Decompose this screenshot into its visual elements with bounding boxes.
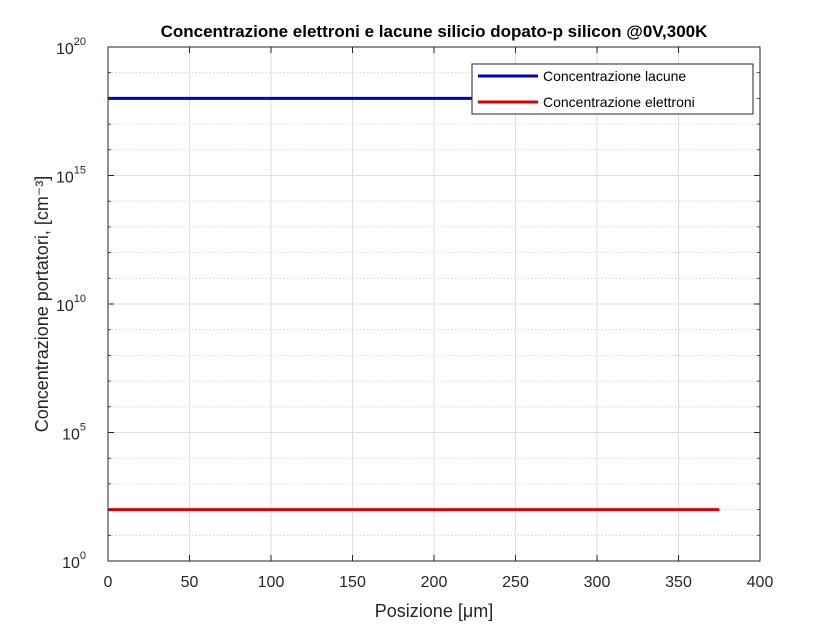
x-tick-label: 50: [181, 574, 199, 591]
x-tick-label: 100: [258, 574, 285, 591]
x-tick-label: 400: [747, 574, 774, 591]
legend-label-lacune: Concentrazione lacune: [543, 68, 686, 84]
x-tick-labels: 0 50 100 150 200 250 300 350 400: [104, 574, 774, 591]
x-tick-label: 300: [584, 574, 611, 591]
x-tick-label: 250: [502, 574, 529, 591]
y-tick-label: 1020: [56, 36, 86, 58]
y-axis-label: Concentrazione portatori, [cm⁻³]: [32, 176, 52, 433]
x-tick-label: 200: [421, 574, 448, 591]
legend: Concentrazione lacune Concentrazione ele…: [471, 63, 754, 115]
y-tick-label: 105: [62, 422, 86, 444]
y-tick-label: 1010: [56, 293, 86, 315]
legend-label-elettroni: Concentrazione elettroni: [543, 94, 695, 110]
legend-box: [471, 63, 754, 115]
major-gridlines: [108, 47, 760, 561]
chart-title: Concentrazione elettroni e lacune silici…: [161, 22, 709, 41]
y-tick-label: 100: [62, 550, 86, 572]
x-axis-label: Posizione [μm]: [375, 601, 493, 621]
y-tick-label: 1015: [56, 165, 86, 187]
y-tick-labels: 100 105 1010 1015 1020: [56, 36, 86, 572]
x-tick-label: 150: [339, 574, 366, 591]
x-tick-label: 0: [104, 574, 113, 591]
x-tick-label: 350: [665, 574, 692, 591]
tick-marks: [107, 46, 761, 562]
